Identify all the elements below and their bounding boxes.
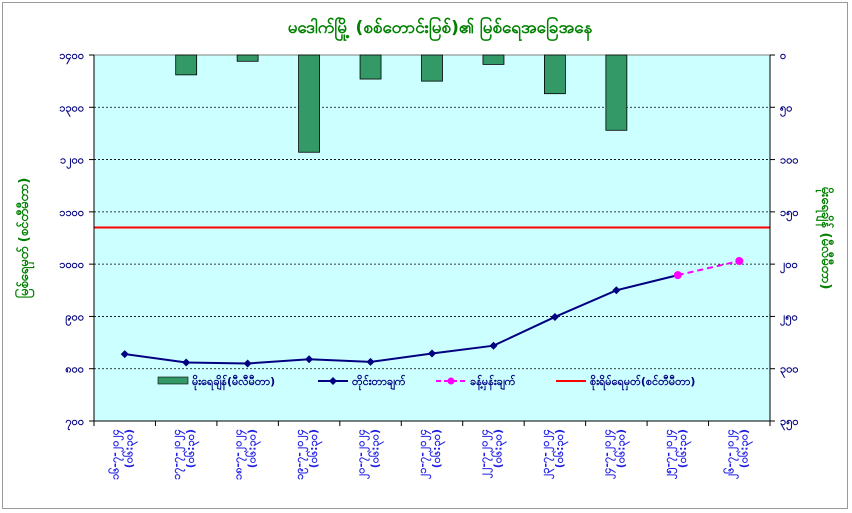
- left-axis-title: မြစ်ရေမှတ် (စင်တီမီတာ): [14, 178, 35, 299]
- observed-point: [612, 286, 621, 295]
- legend-marker-observed: [329, 377, 337, 385]
- forecast-point: [673, 271, 682, 280]
- left-tick-label: ၇၀၀: [65, 415, 84, 431]
- right-tick-label: ၃၅၀: [780, 415, 799, 431]
- left-tick-label: ၁၁၀၀: [59, 206, 84, 219]
- right-tick-label: ၀: [780, 49, 786, 62]
- legend-marker-forecast: [447, 377, 455, 385]
- forecast-point: [735, 257, 744, 266]
- x-tick-label: ၁၇-၇-၂၀၂၄(၀၆:၃၀): [170, 429, 200, 480]
- right-tick-label: ၂၀၀: [780, 258, 798, 274]
- x-tick-label: ၂၄-၇-၂၀၂၄(၀၆:၃၀): [600, 429, 630, 479]
- rain-bar: [175, 54, 198, 76]
- right-tick-label: ၅၀: [780, 101, 792, 117]
- observed-point: [366, 357, 375, 366]
- left-tick-label: ၁၄၀၀: [59, 49, 84, 65]
- x-tick-label: ၂၃-၇-၂၀၂၄(၀၆:၃၀): [539, 429, 569, 479]
- x-tick-label: ၂၅-၇-၂၀၂၄(၀၆:၃၀): [662, 429, 692, 479]
- observed-line: [124, 274, 679, 365]
- left-tick-label: ၉၀၀: [65, 310, 84, 326]
- right-tick-label: ၁၀၀: [780, 154, 799, 167]
- rain-bar: [298, 54, 320, 153]
- observed-point: [243, 359, 252, 368]
- right-tick-label: ၁၅၀: [780, 206, 799, 222]
- left-tick-label: ၁၀၀၀: [59, 258, 84, 271]
- right-tick-label: ၂၅၀: [780, 310, 798, 326]
- legend-swatch-rain: [157, 376, 189, 385]
- x-tick-label: ၂၆-၇-၂၀၂၄(၀၆:၃၀): [723, 429, 753, 479]
- right-axis-title: မိုးရေချိန် (မီလီမီတာ): [815, 187, 835, 290]
- legend-label-observed: တိုင်းတာချက်: [352, 374, 406, 391]
- left-tick-label: ၁၂၀၀: [60, 154, 84, 170]
- x-tick-label: ၂၁-၇-၂၀၂၄(၀၆:၃၀): [416, 429, 446, 479]
- x-tick-label: ၂၀-၇-၂၀၂၄(၀၆:၃၀): [355, 429, 385, 479]
- observed-point: [120, 350, 129, 359]
- rain-bar: [544, 54, 566, 95]
- legend-label-warning: စိုးရိမ်ရေမှတ်(စင်တီမီတာ): [590, 374, 695, 391]
- rain-bar: [605, 54, 628, 131]
- left-tick-label: ၁၃၀၀: [59, 101, 84, 117]
- x-tick-label: ၁၆-၇-၂၀၂၄(၀၆:၃၀): [109, 429, 139, 480]
- rain-bar: [359, 54, 382, 80]
- observed-point: [489, 341, 498, 350]
- legend-label-rain: မိုးရေချိန်(မီလီမီတာ): [192, 374, 275, 391]
- right-tick-label: ၃၀၀: [780, 363, 799, 379]
- left-tick-label: ၈၀၀: [65, 363, 84, 376]
- observed-point: [550, 312, 559, 321]
- rain-bar: [421, 54, 443, 82]
- x-tick-label: ၁၈-၇-၂၀၂၄(၀၆:၃၀): [232, 429, 262, 480]
- legend: မိုးရေချိန်(မီလီမီတာ) တိုင်းတာချက် ခန့်မ…: [157, 374, 695, 391]
- rain-bar: [236, 54, 259, 62]
- chart-title: မဒေါက်မြို့ (စစ်တောင်းမြစ်)၏ မြစ်ရေအခြေအ…: [288, 15, 593, 42]
- x-tick-label: ၂၂-၇-၂၀၂၄(၀၆:၃၀): [477, 429, 507, 478]
- plot-area: [93, 54, 771, 422]
- x-tick-label: ၁၉-၇-၂၀၂၄(၀၆:၃၀): [293, 429, 323, 480]
- observed-point: [428, 349, 436, 358]
- observed-point: [305, 355, 314, 364]
- rain-bar: [482, 54, 505, 65]
- forecast-line: [677, 260, 740, 277]
- legend-label-forecast: ခန့်မှန်းချက်: [470, 374, 516, 391]
- observed-point: [182, 358, 191, 367]
